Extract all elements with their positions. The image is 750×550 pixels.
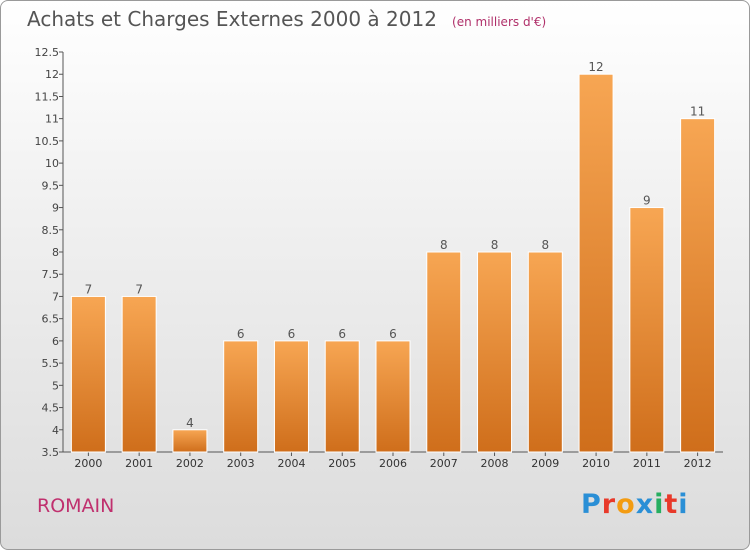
- data-label: 6: [288, 327, 296, 341]
- brand-logo-letter: i: [678, 489, 689, 520]
- data-label: 7: [85, 282, 93, 296]
- bar[interactable]: [121, 295, 157, 453]
- axes: 3.5 4 4.5 5 5.5 6 6.5 7 7.5 8 8.5 9 9.5 10 10.5 11 11.5 1…: [35, 46, 723, 459]
- bar[interactable]: [527, 251, 563, 453]
- y-tick-label: 6: [52, 335, 59, 348]
- data-label: 6: [389, 327, 397, 341]
- y-tick-label: 7: [52, 290, 59, 303]
- bar[interactable]: [223, 340, 259, 453]
- data-label: 6: [338, 327, 346, 341]
- y-tick-label: 11: [45, 113, 59, 126]
- x-tick-label: 2004: [277, 457, 305, 470]
- brand-logo-letter: i: [654, 489, 665, 520]
- y-tick-label: 12: [45, 68, 59, 81]
- bar[interactable]: [629, 207, 665, 453]
- data-label: 8: [541, 238, 549, 252]
- brand-logo-letter: t: [664, 489, 679, 520]
- data-label: 12: [588, 60, 603, 74]
- brand-logo[interactable]: Proxiti: [581, 489, 689, 520]
- x-tick-label: 2011: [633, 457, 661, 470]
- brand-logo-letter: P: [581, 489, 602, 520]
- y-tick-label: 12.5: [35, 46, 60, 59]
- y-tick-label: 4.5: [42, 402, 60, 415]
- x-tick-label: 2003: [227, 457, 255, 470]
- location-label: ROMAIN: [37, 495, 115, 517]
- title-row: Achats et Charges Externes 2000 à 2012 (…: [27, 7, 546, 31]
- data-label: 8: [491, 238, 499, 252]
- labels: 2000 7 2001 7 2002 4 2003 6 2004 6 2005 6 2006 6 2007 8…: [74, 60, 711, 470]
- chart-subtitle: (en milliers d'€): [452, 15, 547, 29]
- y-tick-label: 5.5: [42, 357, 60, 370]
- x-tick-label: 2005: [328, 457, 356, 470]
- bar[interactable]: [477, 251, 513, 453]
- x-tick-label: 2009: [531, 457, 559, 470]
- y-tick-label: 8: [52, 246, 59, 259]
- data-label: 11: [690, 105, 705, 119]
- bar[interactable]: [375, 340, 411, 453]
- x-tick-label: 2007: [430, 457, 458, 470]
- bar[interactable]: [680, 118, 716, 453]
- y-tick-label: 10.5: [35, 135, 60, 148]
- y-tick-label: 9: [52, 202, 59, 215]
- x-tick-label: 2010: [582, 457, 610, 470]
- bar[interactable]: [426, 251, 462, 453]
- y-tick-label: 11.5: [35, 90, 60, 103]
- y-tick-label: 6.5: [42, 313, 60, 326]
- bar[interactable]: [578, 73, 614, 453]
- bar[interactable]: [172, 429, 208, 453]
- bar[interactable]: [273, 340, 309, 453]
- y-tick-label: 9.5: [42, 179, 60, 192]
- bars: [70, 73, 716, 453]
- bar[interactable]: [324, 340, 360, 453]
- brand-logo-letter: o: [616, 489, 636, 520]
- x-tick-label: 2001: [125, 457, 153, 470]
- y-tick-label: 5: [52, 379, 59, 392]
- bar[interactable]: [70, 295, 106, 453]
- x-tick-label: 2012: [684, 457, 712, 470]
- y-tick-label: 10: [45, 157, 59, 170]
- data-label: 6: [237, 327, 245, 341]
- y-tick-label: 4: [52, 424, 59, 437]
- data-label: 4: [186, 416, 194, 430]
- x-tick-label: 2000: [74, 457, 102, 470]
- chart-title: Achats et Charges Externes 2000 à 2012: [27, 7, 437, 31]
- brand-logo-letter: r: [601, 489, 617, 520]
- y-tick-label: 8.5: [42, 224, 60, 237]
- data-label: 8: [440, 238, 448, 252]
- data-label: 7: [135, 282, 143, 296]
- y-tick-label: 7.5: [42, 268, 60, 281]
- x-tick-label: 2006: [379, 457, 407, 470]
- data-label: 9: [643, 194, 651, 208]
- brand-logo-letter: x: [635, 489, 655, 520]
- x-tick-label: 2002: [176, 457, 204, 470]
- x-tick-label: 2008: [481, 457, 509, 470]
- y-tick-label: 3.5: [42, 446, 60, 459]
